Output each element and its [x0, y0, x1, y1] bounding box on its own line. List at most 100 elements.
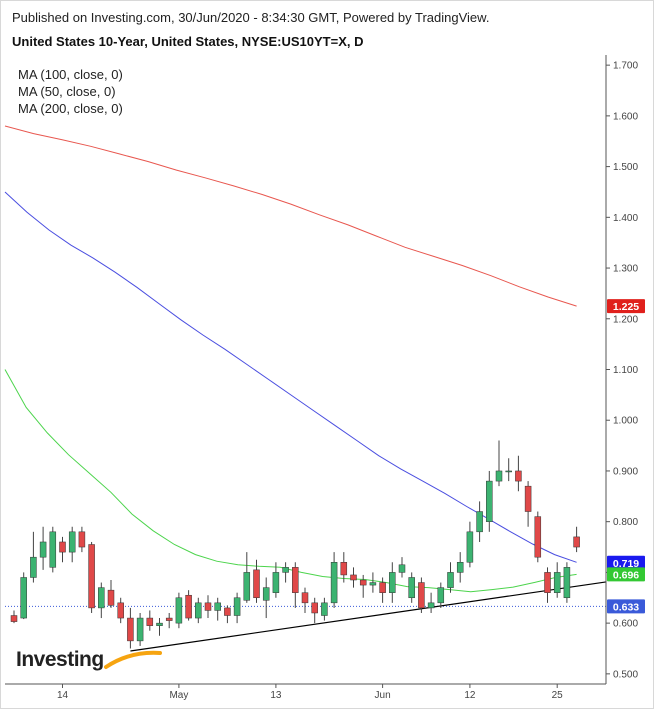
- candle: [127, 607, 134, 649]
- price-badge-label: 0.633: [613, 601, 639, 613]
- candle: [282, 562, 289, 583]
- candle-body-up: [39, 541, 47, 558]
- price-badge: 0.696: [607, 567, 645, 582]
- candle-body-up: [30, 556, 37, 578]
- candle-body-down: [117, 602, 124, 619]
- candle-body-down: [10, 615, 18, 622]
- candle-body-up: [437, 587, 445, 604]
- candle: [233, 592, 241, 624]
- candle-body-down: [359, 579, 367, 586]
- candle: [379, 577, 386, 603]
- candle-body-down: [224, 607, 231, 616]
- candle-body-up: [476, 511, 483, 533]
- y-tick-label: 1.100: [613, 365, 638, 376]
- price-badge-bg: [607, 567, 645, 582]
- candle-body-up: [505, 470, 512, 473]
- y-tick-label: 1.200: [613, 314, 638, 325]
- y-tick-label: 0.800: [613, 517, 638, 528]
- candle-body-down: [311, 602, 318, 614]
- candle-body-down: [127, 617, 134, 642]
- candle-body-down: [379, 582, 386, 593]
- candle-body-down: [107, 589, 115, 606]
- candle: [224, 605, 231, 624]
- candle: [195, 597, 202, 624]
- legend-ma-100[interactable]: MA (100, close, 0): [18, 67, 123, 82]
- y-tick-label: 0.900: [613, 466, 638, 477]
- candle-body-up: [553, 572, 561, 593]
- candle: [418, 577, 425, 613]
- candle-body-down: [418, 582, 425, 609]
- candle: [321, 597, 328, 621]
- candle: [20, 572, 27, 620]
- candle: [272, 562, 280, 598]
- candle: [98, 582, 105, 619]
- candle-body-up: [466, 531, 474, 563]
- candle-body-up: [282, 567, 289, 573]
- logo-text: Investing: [16, 648, 104, 671]
- candle-body-down: [573, 536, 580, 548]
- candle-body-up: [389, 572, 396, 593]
- price-badge-bg: [607, 599, 645, 614]
- candle: [505, 458, 512, 482]
- candle: [486, 470, 493, 532]
- candle-body-up: [427, 602, 435, 609]
- candle: [165, 612, 173, 629]
- candle-body-down: [524, 485, 532, 512]
- candle: [88, 541, 95, 613]
- candle: [466, 521, 474, 568]
- candle: [59, 536, 66, 563]
- candle-body-up: [408, 577, 415, 599]
- candle: [292, 562, 299, 608]
- candle: [350, 567, 357, 588]
- plot-area: [4, 125, 607, 652]
- candle-body-up: [456, 562, 464, 573]
- ma-legend: MA (100, close, 0) MA (50, close, 0) MA …: [18, 66, 123, 117]
- y-axis: 0.5000.6000.7000.8000.9001.0001.1001.200…: [605, 55, 638, 684]
- candle: [330, 552, 338, 608]
- candle-body-down: [515, 470, 522, 482]
- logo-swoosh-icon: [103, 650, 162, 669]
- candle: [495, 440, 503, 487]
- candle: [427, 592, 435, 613]
- candle-body-up: [447, 572, 454, 588]
- candle: [78, 526, 86, 553]
- price-badge-label: 1.225: [613, 301, 639, 313]
- published-line: Published on Investing.com, 30/Jun/2020 …: [12, 10, 490, 25]
- candle: [175, 592, 183, 629]
- candle: [262, 577, 270, 619]
- y-tick-label: 0.600: [613, 619, 638, 630]
- candle-body-down: [340, 562, 348, 576]
- legend-ma-50[interactable]: MA (50, close, 0): [18, 84, 116, 99]
- candle-body-up: [175, 597, 183, 624]
- candle-body-up: [156, 622, 163, 626]
- candle-body-up: [321, 602, 328, 616]
- legend-ma-200[interactable]: MA (200, close, 0): [18, 101, 123, 116]
- candle: [311, 597, 318, 624]
- candle-body-down: [78, 531, 86, 548]
- candle-body-up: [233, 597, 241, 616]
- candle: [437, 582, 445, 608]
- candle-body-up: [20, 577, 27, 619]
- chart-title[interactable]: United States 10-Year, United States, NY…: [12, 34, 364, 49]
- x-tick-label: 14: [57, 690, 69, 701]
- candle-body-up: [262, 587, 270, 601]
- candle: [563, 562, 571, 603]
- x-axis: 14 May 13 Jun 12 25: [5, 683, 606, 701]
- candle: [49, 526, 57, 573]
- x-tick-label: 12: [464, 690, 476, 701]
- candle: [136, 612, 144, 646]
- candle-body-down: [534, 516, 542, 558]
- candle: [515, 455, 522, 492]
- x-tick-label: Jun: [375, 690, 391, 701]
- candle-body-down: [544, 572, 551, 593]
- candle-body-down: [59, 541, 66, 553]
- candle: [534, 511, 542, 563]
- candle: [243, 552, 251, 603]
- candle-body-down: [204, 602, 212, 611]
- candle-body-up: [49, 531, 57, 568]
- price-badge-label: 0.719: [613, 558, 639, 570]
- support-trendline: [130, 581, 607, 652]
- candle: [408, 572, 415, 603]
